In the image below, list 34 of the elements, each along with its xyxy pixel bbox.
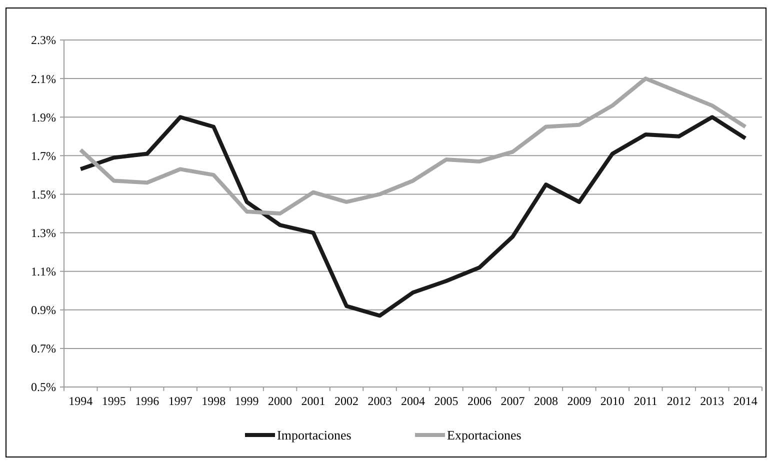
y-tick-label: 1.5% — [31, 187, 56, 202]
x-tick-label: 2002 — [334, 394, 359, 408]
x-tick-label: 2005 — [434, 394, 458, 408]
x-tick-label: 2004 — [401, 394, 425, 408]
y-tick-label: 1.1% — [31, 264, 56, 279]
y-tick-label: 0.9% — [31, 303, 56, 318]
x-tick-label: 1999 — [234, 394, 259, 408]
y-tick-label: 2.1% — [31, 72, 56, 86]
x-tick-label: 2000 — [268, 394, 292, 408]
x-tick-label: 2006 — [467, 394, 492, 408]
x-tick-label: 2009 — [567, 394, 592, 408]
x-tick-label: 2007 — [500, 394, 525, 408]
x-tick-label: 2010 — [600, 394, 624, 408]
x-tick-label: 2012 — [666, 394, 691, 408]
x-tick-label: 2003 — [368, 394, 392, 408]
x-tick-label: 1997 — [168, 394, 192, 408]
legend-label: Importaciones — [277, 428, 352, 443]
x-tick-label: 1994 — [68, 394, 93, 408]
x-tick-label: 2013 — [700, 394, 724, 408]
line-series — [78, 115, 748, 318]
y-tick-label: 2.3% — [31, 33, 56, 48]
x-tick-label: 2001 — [301, 394, 326, 408]
legend-label: Exportaciones — [447, 428, 522, 443]
x-tick-label: 1995 — [102, 394, 126, 408]
x-tick-label: 2014 — [733, 394, 758, 408]
x-tick-label: 2008 — [534, 394, 558, 408]
x-tick-label: 2011 — [634, 394, 658, 408]
y-tick-label: 0.5% — [31, 380, 56, 394]
y-tick-label: 1.9% — [31, 110, 56, 124]
x-tick-label: 1998 — [202, 394, 226, 408]
y-tick-label: 1.3% — [31, 226, 56, 240]
x-tick-label: 1996 — [135, 394, 160, 408]
y-tick-label: 0.7% — [31, 342, 56, 356]
y-tick-label: 1.7% — [31, 148, 56, 163]
